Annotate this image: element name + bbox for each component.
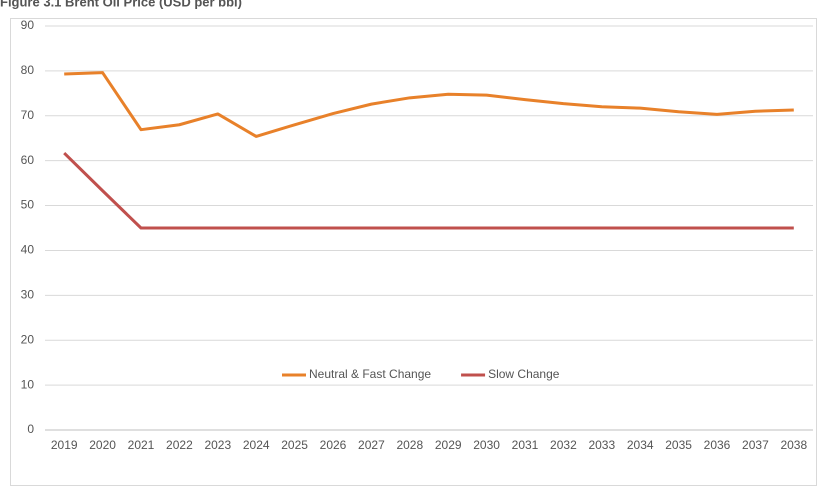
x-tick-label: 2037 (742, 438, 769, 452)
x-tick-label: 2032 (550, 438, 577, 452)
y-tick-label: 0 (27, 422, 34, 436)
series-line (63, 151, 794, 230)
series-line (64, 71, 794, 138)
x-tick-label: 2019 (51, 438, 78, 452)
chart-title: Figure 3.1 Brent Oil Price (USD per bbl) (0, 0, 242, 9)
legend-label: Neutral & Fast Change (309, 367, 431, 381)
y-tick-label: 70 (21, 108, 35, 122)
x-tick-label: 2024 (243, 438, 270, 452)
x-tick-label: 2034 (627, 438, 654, 452)
x-tick-label: 2036 (704, 438, 731, 452)
x-tick-label: 2022 (166, 438, 193, 452)
x-tick-label: 2033 (588, 438, 615, 452)
x-tick-label: 2025 (281, 438, 308, 452)
y-tick-label: 50 (21, 198, 35, 212)
y-tick-label: 60 (21, 153, 35, 167)
x-tick-label: 2027 (358, 438, 385, 452)
x-tick-label: 2026 (320, 438, 347, 452)
y-tick-label: 40 (21, 243, 35, 257)
x-tick-label: 2035 (665, 438, 692, 452)
y-tick-label: 90 (21, 18, 35, 32)
y-tick-label: 20 (21, 332, 35, 346)
y-tick-label: 80 (21, 63, 35, 77)
x-tick-label: 2030 (473, 438, 500, 452)
y-tick-label: 10 (21, 377, 35, 391)
x-tick-label: 2029 (435, 438, 462, 452)
x-tick-label: 2023 (204, 438, 231, 452)
y-tick-label: 30 (21, 288, 35, 302)
x-tick-label: 2031 (512, 438, 539, 452)
chart-frame (10, 18, 817, 486)
x-tick-label: 2038 (780, 438, 807, 452)
x-tick-label: 2021 (128, 438, 155, 452)
x-tick-label: 2028 (396, 438, 423, 452)
x-tick-label: 2020 (89, 438, 116, 452)
legend-label: Slow Change (488, 367, 560, 381)
